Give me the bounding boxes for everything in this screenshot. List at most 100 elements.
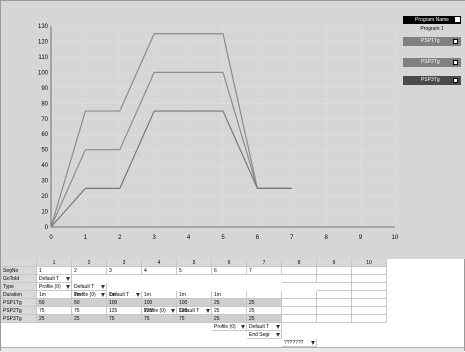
table-cell[interactable] bbox=[317, 267, 352, 275]
table-cell[interactable]: 75 bbox=[142, 315, 177, 323]
table-cell[interactable]: Default T bbox=[72, 283, 107, 291]
table-cell[interactable]: 3 bbox=[107, 267, 142, 275]
y-tick-label: 100 bbox=[38, 70, 49, 76]
table-cell[interactable] bbox=[352, 267, 387, 275]
table-cell[interactable]: 1m bbox=[142, 291, 177, 299]
table-cell[interactable] bbox=[352, 307, 387, 315]
table-cell[interactable]: 75 bbox=[177, 315, 212, 323]
table-cell[interactable] bbox=[317, 291, 352, 299]
segment-table: 1 2 3 4 5 6 7 8 9 10 SegNo 1 2 3 4 5 6 7 GoToId Default T De… bbox=[1, 259, 464, 352]
table-cell[interactable] bbox=[317, 307, 352, 315]
table-cell[interactable]: 25 bbox=[72, 315, 107, 323]
table-cell[interactable]: 4 bbox=[142, 267, 177, 275]
psp3-toggle[interactable] bbox=[453, 78, 458, 83]
table-row: PSP1Tg 50 50 100 100 100 25 25 bbox=[1, 299, 464, 307]
table-cell[interactable]: 5 bbox=[177, 267, 212, 275]
table-cell[interactable]: Default T bbox=[37, 275, 72, 283]
table-cell[interactable] bbox=[317, 275, 352, 283]
table-cell[interactable] bbox=[247, 291, 282, 299]
table-cell[interactable]: 2 bbox=[72, 267, 107, 275]
table-cell[interactable]: 1m bbox=[177, 291, 212, 299]
table-cell[interactable] bbox=[282, 315, 317, 323]
table-cell[interactable]: 6 bbox=[212, 267, 247, 275]
x-tick-label: 0 bbox=[49, 235, 53, 241]
chevron-down-icon[interactable] bbox=[136, 293, 140, 297]
x-tick-label: 5 bbox=[221, 235, 225, 241]
column-header: 4 bbox=[142, 259, 177, 267]
table-cell[interactable] bbox=[282, 299, 317, 307]
y-tick-label: 70 bbox=[41, 117, 48, 123]
psp3-row[interactable]: PSP3Tg bbox=[403, 76, 461, 85]
program-name-value: Program 1 bbox=[420, 26, 444, 32]
table-cell[interactable]: 25 bbox=[247, 307, 282, 315]
table-cell[interactable]: 25 bbox=[247, 299, 282, 307]
program-name-button[interactable] bbox=[455, 17, 460, 22]
series-line-2 bbox=[50, 71, 292, 228]
table-cell[interactable]: 25 bbox=[212, 299, 247, 307]
table-row: PSP2Tg 75 75 125 125 125 25 25 bbox=[1, 307, 464, 315]
table-cell[interactable]: 7 bbox=[247, 267, 282, 275]
table-cell[interactable] bbox=[282, 267, 317, 275]
table-cell[interactable] bbox=[352, 291, 387, 299]
column-header: 3 bbox=[107, 259, 142, 267]
y-tick-label: 80 bbox=[41, 101, 48, 107]
chevron-down-icon[interactable] bbox=[101, 285, 105, 289]
y-tick-label: 60 bbox=[41, 132, 48, 138]
chevron-down-icon[interactable] bbox=[66, 277, 70, 281]
table-cell[interactable]: 125 bbox=[107, 307, 142, 315]
horizontal-scrollbar[interactable] bbox=[1, 347, 464, 352]
table-cell[interactable] bbox=[317, 315, 352, 323]
column-header: 7 bbox=[247, 259, 282, 267]
table-cell[interactable]: 50 bbox=[72, 299, 107, 307]
x-tick-label: 4 bbox=[187, 235, 191, 241]
table-cell[interactable] bbox=[282, 291, 317, 299]
table-cell[interactable] bbox=[282, 307, 317, 315]
table-cell[interactable]: 75 bbox=[107, 315, 142, 323]
table-cell[interactable]: 25 bbox=[212, 307, 247, 315]
chevron-down-icon[interactable] bbox=[276, 333, 280, 337]
table-cell[interactable]: 1m bbox=[212, 291, 247, 299]
chevron-down-icon[interactable] bbox=[171, 309, 175, 313]
y-tick-label: 20 bbox=[41, 194, 48, 200]
table-cell[interactable] bbox=[352, 275, 387, 283]
table-cell[interactable]: 100 bbox=[177, 299, 212, 307]
table-cell[interactable]: 100 bbox=[142, 299, 177, 307]
table-cell[interactable]: Default T bbox=[247, 323, 282, 331]
column-header: 6 bbox=[212, 259, 247, 267]
chevron-down-icon[interactable] bbox=[311, 341, 315, 345]
chevron-down-icon[interactable] bbox=[101, 293, 105, 297]
table-cell[interactable]: 125 bbox=[142, 307, 177, 315]
psp1-toggle[interactable] bbox=[453, 39, 458, 44]
table-cell[interactable] bbox=[352, 315, 387, 323]
table-cell[interactable]: 1m bbox=[107, 291, 142, 299]
table-cell[interactable]: 75 bbox=[72, 307, 107, 315]
chevron-down-icon[interactable] bbox=[206, 309, 210, 313]
table-cell[interactable]: 75 bbox=[37, 307, 72, 315]
table-cell[interactable]: 1m bbox=[37, 291, 72, 299]
table-cell[interactable] bbox=[317, 299, 352, 307]
table-cell[interactable] bbox=[352, 283, 387, 291]
chevron-down-icon[interactable] bbox=[66, 285, 70, 289]
table-cell[interactable]: 100 bbox=[107, 299, 142, 307]
table-cell[interactable]: 25 bbox=[212, 315, 247, 323]
table-cell[interactable] bbox=[282, 275, 317, 283]
table-cell[interactable]: ??????? bbox=[282, 339, 317, 347]
psp1-row[interactable]: PSP1Tg bbox=[403, 37, 461, 46]
chevron-down-icon[interactable] bbox=[241, 325, 245, 329]
table-cell[interactable]: 25 bbox=[247, 315, 282, 323]
table-cell[interactable]: 50 bbox=[37, 299, 72, 307]
y-tick-label: 50 bbox=[41, 148, 48, 154]
psp2-toggle[interactable] bbox=[453, 60, 458, 65]
chevron-down-icon[interactable] bbox=[276, 325, 280, 329]
table-cell[interactable]: End Segr bbox=[247, 331, 282, 339]
table-cell[interactable]: 1 bbox=[37, 267, 72, 275]
table-cell[interactable] bbox=[352, 299, 387, 307]
table-cell[interactable]: 1m bbox=[72, 291, 107, 299]
psp2-row[interactable]: PSP2Tg bbox=[403, 58, 461, 67]
x-tick-label: 2 bbox=[118, 235, 122, 241]
table-cell[interactable]: 25 bbox=[37, 315, 72, 323]
table-cell[interactable]: Profile (0) bbox=[37, 283, 72, 291]
table-cell[interactable] bbox=[317, 283, 352, 291]
table-cell[interactable]: 125 bbox=[177, 307, 212, 315]
table-cell[interactable]: Profile (0) bbox=[212, 323, 247, 331]
